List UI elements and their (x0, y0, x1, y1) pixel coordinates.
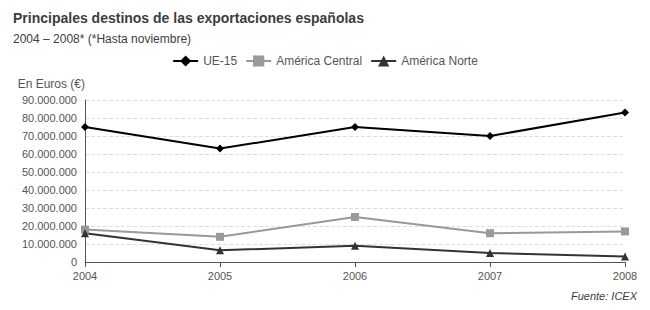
svg-text:30.000.000: 30.000.000 (22, 202, 77, 214)
svg-text:10.000.000: 10.000.000 (22, 238, 77, 250)
svg-text:América Norte: América Norte (401, 54, 478, 68)
svg-text:2005: 2005 (208, 270, 232, 282)
svg-text:60.000.000: 60.000.000 (22, 148, 77, 160)
svg-text:En Euros (€): En Euros (€) (18, 77, 85, 91)
svg-text:2004 – 2008* (*Hasta noviembre: 2004 – 2008* (*Hasta noviembre) (13, 32, 191, 46)
svg-text:50.000.000: 50.000.000 (22, 166, 77, 178)
svg-text:2006: 2006 (343, 270, 367, 282)
svg-text:0: 0 (71, 256, 77, 268)
svg-text:40.000.000: 40.000.000 (22, 184, 77, 196)
svg-text:20.000.000: 20.000.000 (22, 220, 77, 232)
svg-text:Fuente: ICEX: Fuente: ICEX (571, 290, 638, 302)
svg-text:2004: 2004 (73, 270, 97, 282)
svg-text:2008: 2008 (613, 270, 637, 282)
svg-text:Principales destinos de las ex: Principales destinos de las exportacione… (13, 10, 364, 26)
svg-text:70.000.000: 70.000.000 (22, 130, 77, 142)
svg-text:América Central: América Central (276, 54, 362, 68)
svg-text:UE-15: UE-15 (203, 54, 237, 68)
svg-text:80.000.000: 80.000.000 (22, 112, 77, 124)
svg-text:90.000.000: 90.000.000 (22, 94, 77, 106)
svg-text:2007: 2007 (478, 270, 502, 282)
